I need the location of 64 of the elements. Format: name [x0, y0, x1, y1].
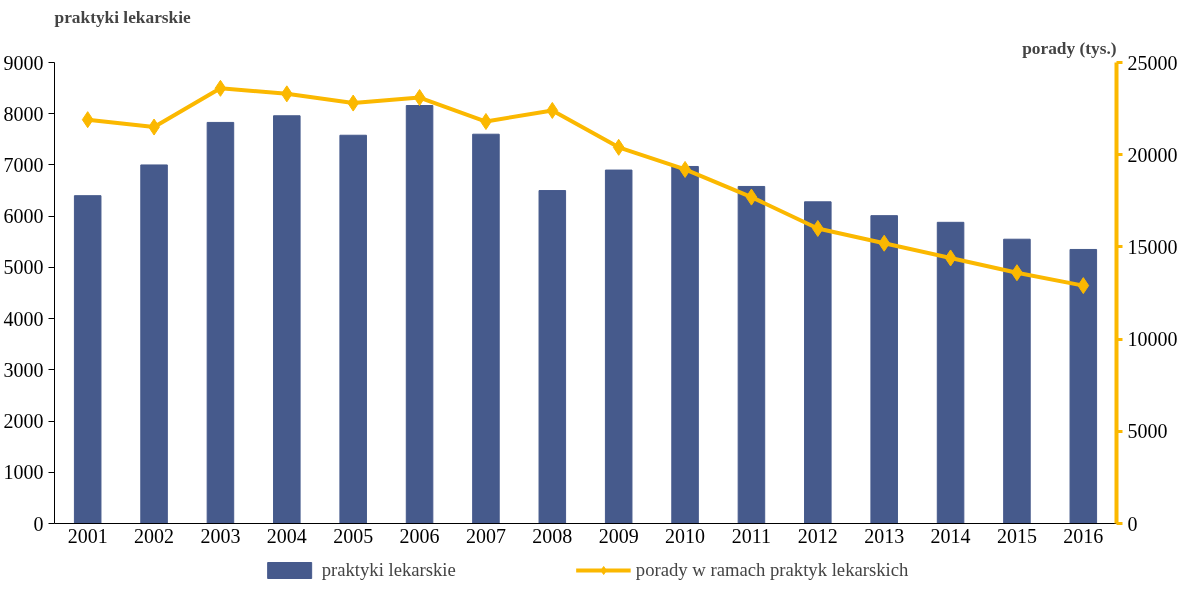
x-tick-label: 2007: [465, 524, 506, 547]
x-tick-label: 2005: [333, 524, 374, 547]
y2-axis-title: porady (tys.): [1022, 38, 1117, 58]
point: [811, 219, 824, 237]
point: [878, 234, 891, 252]
bar: [140, 164, 168, 524]
bar: [73, 195, 102, 524]
bar: [206, 121, 235, 524]
legend-label: praktyki lekarskie: [321, 559, 456, 581]
bar: [737, 185, 766, 524]
x-tick-label: 2015: [996, 524, 1037, 547]
x-tick-label: 2011: [731, 524, 772, 547]
y-tick-label: 3000: [3, 358, 44, 381]
point: [944, 249, 957, 267]
point: [546, 101, 559, 119]
point: [413, 89, 426, 107]
y2-tick-label: 10000: [1127, 328, 1178, 351]
y-tick-label: 7000: [3, 153, 44, 176]
y2-tick-label: 5000: [1127, 420, 1168, 443]
y-tick-label: 1000: [3, 461, 44, 484]
y2-tick-label: 25000: [1127, 51, 1178, 74]
legend-label: porady w ramach praktyk lekarskich: [635, 559, 909, 581]
bar: [472, 133, 500, 524]
bar: [405, 105, 434, 524]
point: [81, 111, 94, 129]
bar: [339, 134, 367, 524]
x-tick-label: 2004: [266, 524, 307, 547]
x-tick-label: 2016: [1063, 524, 1104, 547]
bar: [1069, 248, 1098, 524]
x-tick-label: 2008: [532, 524, 573, 547]
point: [214, 79, 227, 97]
x-tick-label: 2006: [399, 524, 440, 547]
bar: [538, 190, 567, 524]
point: [347, 94, 360, 112]
x-tick-label: 2002: [134, 524, 175, 547]
x-tick-label: 2001: [67, 524, 108, 547]
y-tick-label: 9000: [3, 51, 44, 74]
x-tick-label: 2010: [665, 524, 706, 547]
point: [280, 85, 293, 103]
y-tick-label: 6000: [3, 205, 44, 228]
x-tick-label: 2003: [200, 524, 241, 547]
x-tick-label: 2009: [598, 524, 639, 547]
bar: [870, 215, 898, 524]
y2-tick-label: 15000: [1127, 235, 1178, 258]
y-tick-label: 4000: [3, 307, 44, 330]
bar: [273, 115, 301, 524]
point: [1077, 277, 1090, 295]
bar: [604, 169, 633, 524]
y-tick-label: 0: [33, 512, 44, 535]
y2-tick-label: 20000: [1127, 143, 1178, 166]
x-tick-label: 2014: [930, 524, 971, 547]
bar: [804, 201, 832, 524]
bar: [1003, 238, 1031, 524]
x-tick-label: 2012: [797, 524, 838, 547]
point: [612, 138, 625, 156]
bar: [936, 221, 965, 524]
y-axis-title: praktyki lekarskie: [54, 7, 192, 27]
y-tick-label: 8000: [3, 102, 44, 125]
bar: [671, 165, 699, 524]
y-tick-label: 2000: [3, 410, 44, 433]
y2-tick-label: 0: [1127, 512, 1138, 535]
point: [745, 188, 758, 206]
x-tick-label: 2013: [864, 524, 905, 547]
y-tick-label: 5000: [3, 256, 44, 279]
